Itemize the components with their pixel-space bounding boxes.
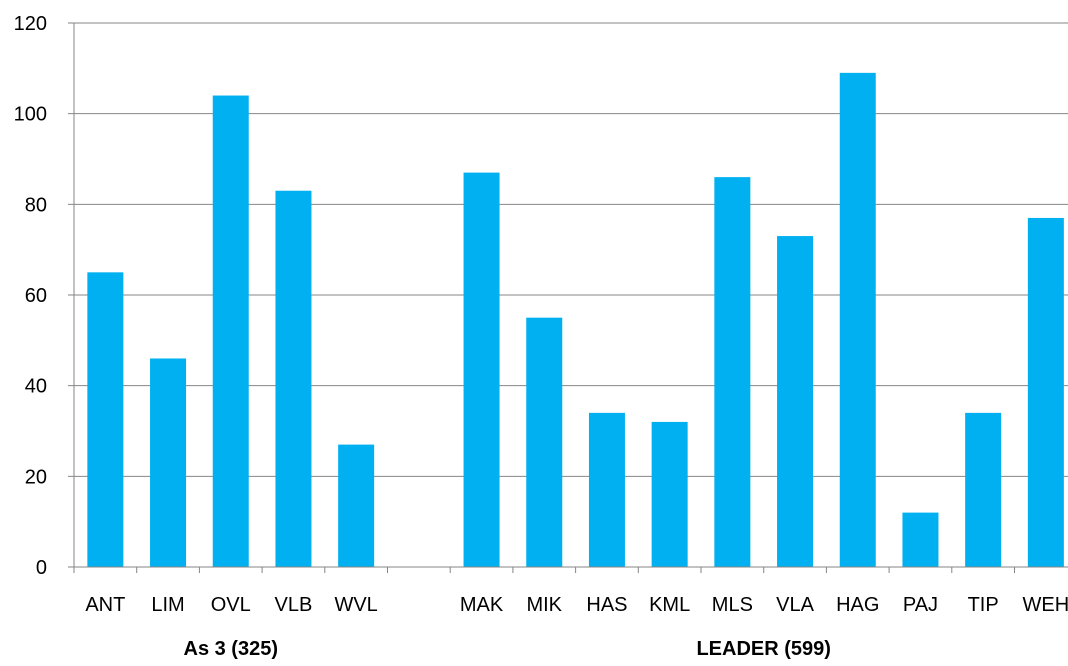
bar-tip: [965, 412, 1002, 567]
y-tick-label: 80: [25, 194, 47, 216]
x-tick-label: TIP: [968, 594, 999, 616]
bar-ovl: [212, 95, 249, 568]
y-tick-label: 60: [25, 285, 47, 307]
axes: [68, 22, 1068, 573]
x-tick-label: HAS: [586, 594, 627, 616]
bar-mik: [526, 317, 563, 567]
x-tick-label: OVL: [211, 594, 251, 616]
group-label: LEADER (599): [696, 638, 830, 660]
x-tick-label: WVL: [334, 594, 377, 616]
bar-mls: [714, 177, 751, 567]
x-tick-label: KML: [649, 594, 690, 616]
bar-hag: [839, 72, 876, 567]
group-label: As 3 (325): [184, 638, 279, 660]
bar-vlb: [275, 190, 312, 567]
x-tick-label: VLA: [776, 594, 814, 616]
y-tick-label: 40: [25, 376, 47, 398]
bar-weh: [1027, 217, 1064, 567]
y-tick-label: 120: [14, 13, 47, 35]
x-tick-label: MAK: [460, 594, 504, 616]
bar-ant: [87, 272, 124, 567]
x-tick-label: MIK: [526, 594, 562, 616]
bar-kml: [651, 421, 688, 567]
labels: 0 20 40 60 80 100 120 ANT LIM OVL VLB WVL MAK MIK HAS K…: [14, 13, 1068, 660]
bars: [87, 72, 1064, 568]
y-tick-label: 100: [14, 104, 47, 126]
x-tick-label: WEH: [1023, 594, 1068, 616]
bar-mak: [463, 172, 500, 567]
x-tick-label: VLB: [275, 594, 313, 616]
bar-paj: [902, 512, 939, 567]
x-tick-label: HAG: [836, 594, 879, 616]
bar-lim: [150, 358, 187, 567]
bar-vla: [777, 236, 814, 568]
x-tick-label: LIM: [151, 594, 184, 616]
y-tick-label: 0: [36, 557, 47, 579]
x-tick-label: MLS: [712, 594, 753, 616]
y-tick-label: 20: [25, 466, 47, 488]
x-tick-label: PAJ: [903, 594, 938, 616]
bar-wvl: [338, 444, 375, 567]
bar-has: [588, 412, 625, 567]
x-tick-label: ANT: [85, 594, 125, 616]
